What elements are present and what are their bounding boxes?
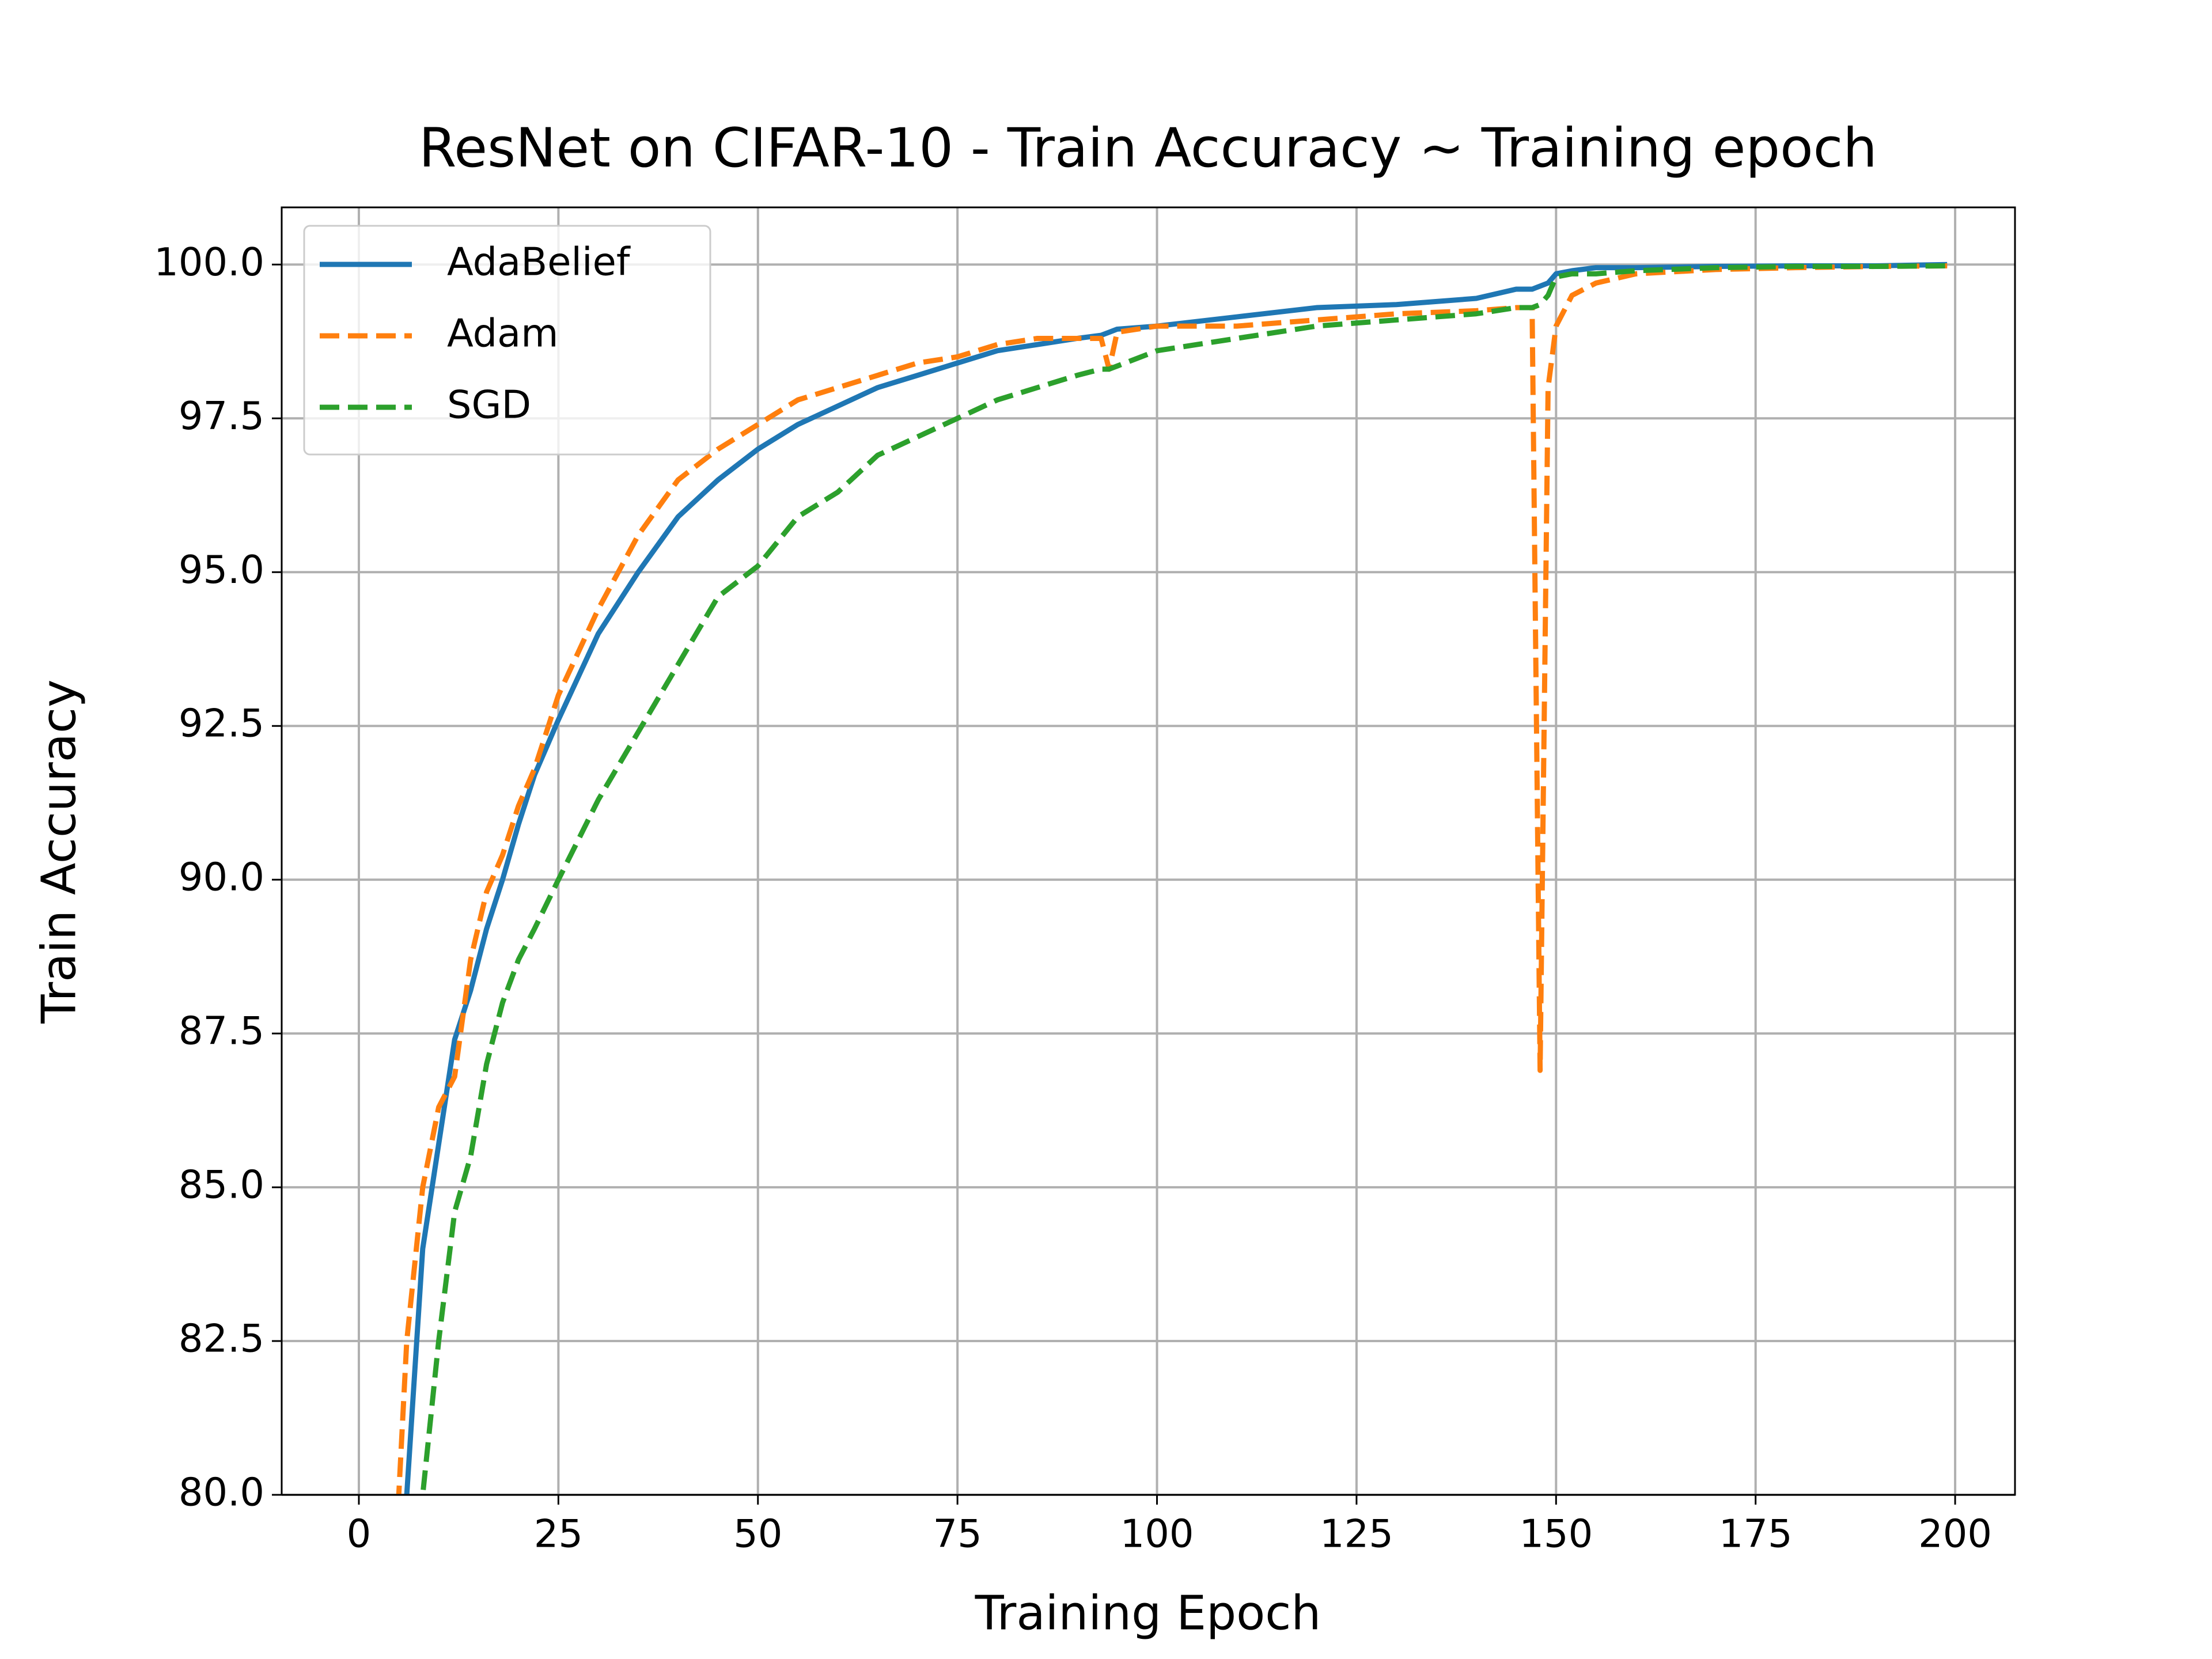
x-tick-label: 125: [1320, 1512, 1393, 1556]
y-tick-label: 87.5: [179, 1009, 264, 1054]
chart-title: ResNet on CIFAR-10 - Train Accuracy ~ Tr…: [419, 117, 1877, 180]
legend-label: Adam: [447, 311, 559, 356]
plot-lines: [396, 262, 1948, 1495]
x-tick-label: 25: [534, 1512, 583, 1556]
plot-frame: [281, 206, 2016, 1496]
y-tick-label: 85.0: [179, 1162, 264, 1207]
legend-label: SGD: [447, 382, 531, 427]
y-axis-label: Train Accuracy: [32, 679, 86, 1024]
y-tick-label: 80.0: [179, 1470, 264, 1515]
series-line: [404, 262, 1948, 1495]
x-axis-label: Training Epoch: [975, 1586, 1321, 1641]
x-tick-label: 200: [1918, 1512, 1992, 1556]
y-tick-label: 100.0: [154, 240, 264, 285]
y-tick-label: 97.5: [179, 393, 264, 438]
legend-box: [303, 225, 711, 456]
x-tick-label: 100: [1120, 1512, 1194, 1556]
x-tick-label: 175: [1719, 1512, 1793, 1556]
ticks: 0 25 50 75 100 125 150 175 200 80.0 82.5 85.0 87.5 90…: [154, 240, 1992, 1556]
legend-label: AdaBelief: [447, 240, 631, 285]
x-tick-label: 150: [1519, 1512, 1593, 1556]
x-tick-label: 50: [733, 1512, 782, 1556]
legend: AdaBelief Adam SGD: [303, 225, 711, 456]
x-tick-label: 75: [933, 1512, 982, 1556]
series-line: [420, 263, 1948, 1495]
x-tick-label: 0: [347, 1512, 372, 1556]
y-tick-label: 82.5: [179, 1316, 264, 1361]
y-tick-label: 92.5: [179, 701, 264, 746]
series-line: [396, 263, 1948, 1495]
y-tick-label: 95.0: [179, 547, 264, 592]
y-tick-label: 90.0: [179, 855, 264, 900]
